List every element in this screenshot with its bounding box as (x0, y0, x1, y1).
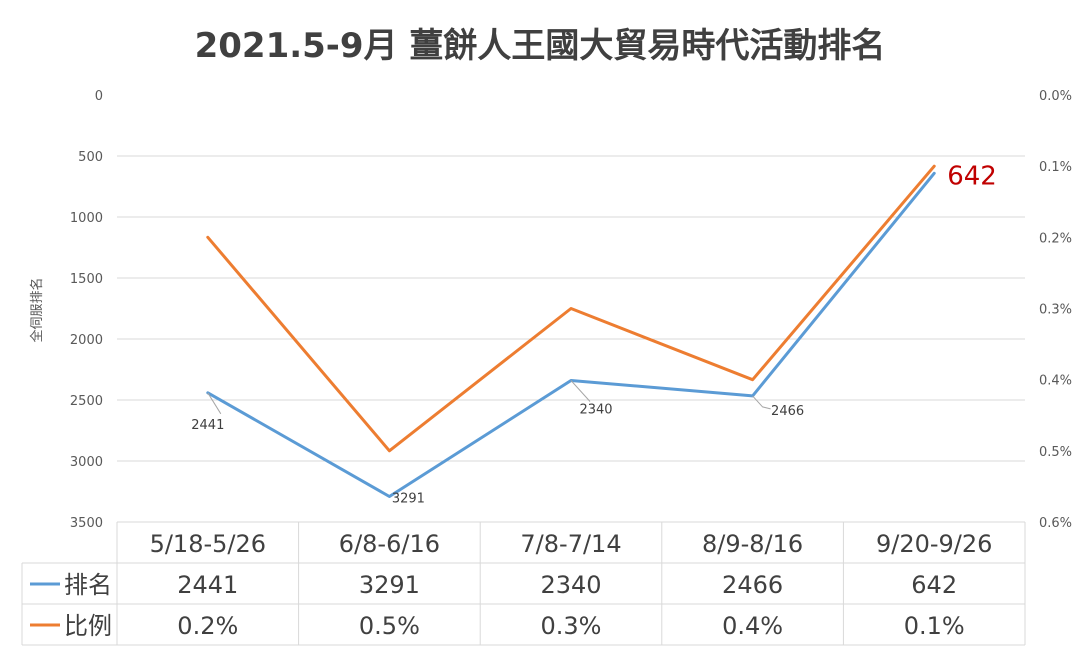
series-line (206, 171, 936, 498)
highlight-data-label: 642 (947, 161, 997, 191)
x-category-label: 8/9-8/16 (702, 530, 803, 558)
data-label: 3291 (392, 492, 425, 507)
gridlines (117, 155, 1025, 462)
table-cell: 0.5% (359, 612, 420, 640)
y-tick-right: 0.0% (1039, 89, 1072, 104)
table-cell: 2466 (722, 571, 783, 599)
chart-title: 2021.5-9月 薑餅人王國大貿易時代活動排名 (195, 26, 886, 66)
series-lines (206, 164, 936, 498)
y-axis-title: 全伺服排名 (29, 277, 45, 342)
y-tick-left: 1500 (70, 272, 103, 287)
data-table: 5/18-5/26 6/8-6/16 7/8-7/14 8/9-8/16 9/20-9/… (21, 521, 1026, 646)
table-cell: 642 (911, 571, 957, 599)
table-cell: 3291 (359, 571, 420, 599)
y-tick-right: 0.1% (1039, 160, 1072, 175)
table-cell: 2441 (177, 571, 238, 599)
y-tick-left: 2500 (70, 394, 103, 409)
y-tick-left: 0 (95, 89, 103, 104)
x-category-label: 9/20-9/26 (876, 530, 992, 558)
y-tick-left: 1000 (70, 211, 103, 226)
y-tick-left: 2000 (70, 333, 103, 348)
y-tick-right: 0.6% (1039, 516, 1072, 531)
table-cell: 0.4% (722, 612, 783, 640)
data-label: 2466 (771, 404, 804, 419)
data-labels: 2441 3291 2340 2466 642 (191, 161, 997, 506)
y-tick-right: 0.5% (1039, 445, 1072, 460)
leader-line (207, 392, 222, 415)
table-cell: 0.1% (904, 612, 965, 640)
x-category-label: 5/18-5/26 (150, 530, 266, 558)
data-label: 2441 (191, 418, 224, 433)
y-tick-left: 3500 (70, 516, 103, 531)
leader-line (752, 395, 771, 410)
x-category-label: 7/8-7/14 (520, 530, 621, 558)
data-label: 2340 (579, 402, 612, 417)
series-line (206, 164, 936, 453)
y-tick-right: 0.4% (1039, 374, 1072, 389)
table-cell: 2340 (540, 571, 601, 599)
x-category-label: 6/8-6/16 (339, 530, 440, 558)
y-axis-left: 0 500 1000 1500 2000 2500 3000 3500 (70, 89, 103, 531)
table-cell: 0.3% (541, 612, 602, 640)
y-tick-left: 3000 (70, 455, 103, 470)
legend-label: 排名 (64, 571, 112, 599)
leader-line (570, 380, 591, 402)
y-tick-right: 0.2% (1039, 231, 1072, 246)
table-cell: 0.2% (177, 612, 238, 640)
y-tick-right: 0.3% (1039, 303, 1072, 318)
legend-label: 比例 (64, 612, 112, 640)
y-axis-right: 0.0% 0.1% 0.2% 0.3% 0.4% 0.5% 0.6% (1039, 89, 1072, 531)
y-tick-left: 500 (78, 150, 103, 165)
